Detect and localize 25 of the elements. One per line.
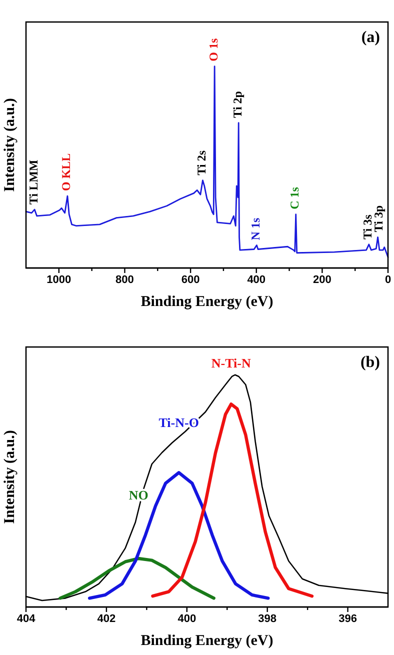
x-tick-label: 400 [178,612,196,625]
annotation: O 1s [206,38,220,62]
annotation: Ti 2p [230,90,244,118]
text: N-Ti-N [211,356,252,370]
x-tick-label: 402 [97,612,116,625]
x-axis-title: Binding Energy (eV) [140,294,274,310]
annotation: Ti 2s [194,150,208,176]
x-tick-label: 200 [313,274,332,286]
x-tick-label: 0 [384,274,392,286]
annotation: N 1s [248,218,262,240]
x-tick-label: 404 [16,612,36,625]
x-tick-label: 600 [181,274,200,286]
annotation: C 1s [288,186,302,210]
x-tick-label: 400 [247,274,266,286]
y-axis-title: Intensity (a.u.) [2,430,18,524]
chart-title: (a) [361,29,380,46]
chart-title: (b) [360,354,380,371]
annotation: Ti LMM [26,160,40,205]
annotation: O KLL [59,153,74,192]
x-tick-label: 398 [258,612,277,625]
x-axis-title: Binding Energy (eV) [140,633,274,649]
y-axis-title: Intensity (a.u.) [2,98,18,192]
x-tick-label: 396 [338,612,357,625]
x-tick-label: 1000 [46,274,72,286]
x-tick-label: 800 [116,274,134,286]
